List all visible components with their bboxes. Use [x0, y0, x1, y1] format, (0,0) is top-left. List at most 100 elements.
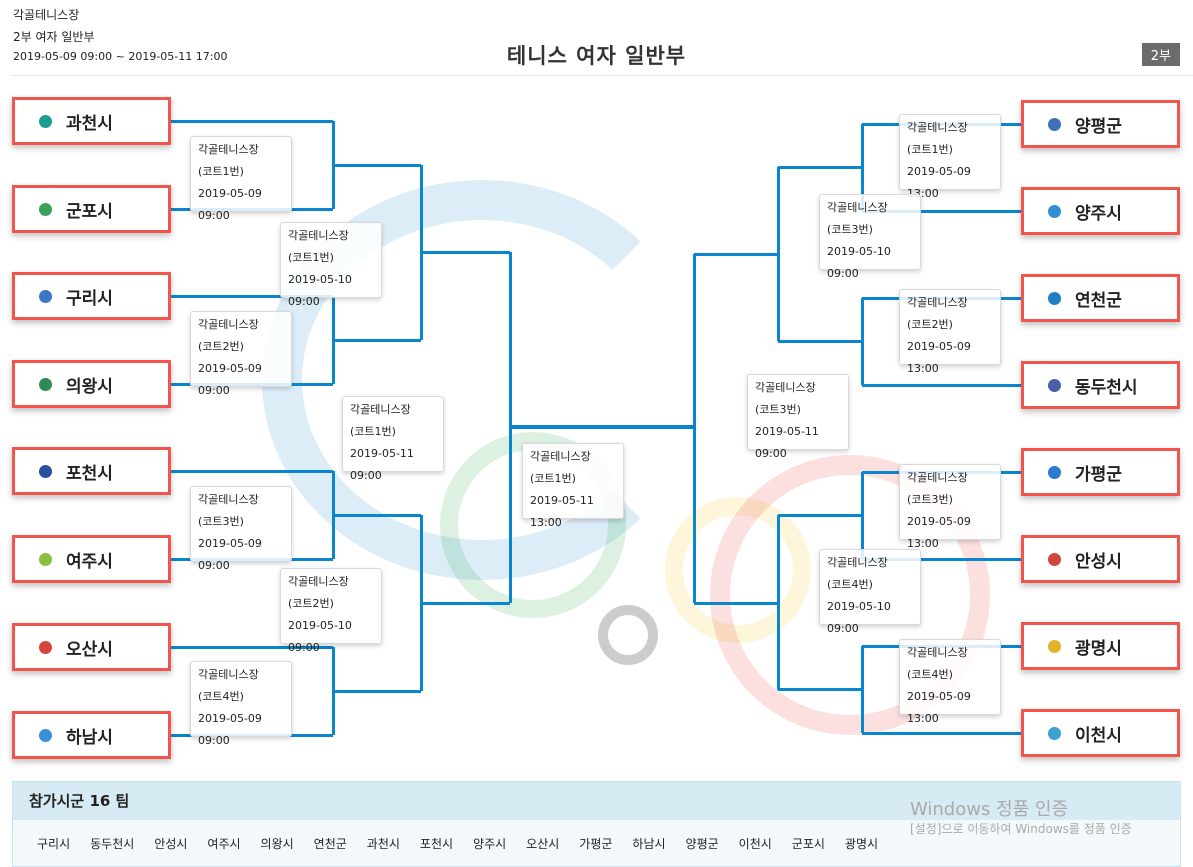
match-time: 2019-05-09 09:00: [198, 362, 262, 397]
match-court: (코트1번): [350, 425, 396, 438]
match-court: (코트4번): [907, 668, 953, 681]
match-card[interactable]: 각골테니스장 (코트4번) 2019-05-09 13:00: [899, 639, 1001, 725]
uiwang-logo-icon: [28, 375, 62, 393]
team-box-left[interactable]: 포천시: [12, 447, 171, 495]
match-time: 2019-05-11 13:00: [530, 494, 594, 529]
division-badge: 2부: [1141, 43, 1180, 66]
team-box-right[interactable]: 동두천시: [1021, 361, 1180, 409]
bracket-line: [862, 209, 1021, 213]
match-venue: 각골테니스장: [198, 668, 259, 681]
bracket-line: [171, 469, 333, 473]
match-card[interactable]: 각골테니스장 (코트3번) 2019-05-09 09:00: [190, 486, 292, 572]
match-venue: 각골테니스장: [907, 121, 968, 134]
hanam-logo-icon: [28, 726, 62, 744]
bracket-line: [171, 294, 333, 298]
participant-item: 광명시: [844, 836, 879, 851]
bracket-line: [171, 119, 333, 123]
participants-unit: 팀: [115, 792, 130, 810]
osan-logo-icon: [28, 638, 62, 656]
gunpo-logo-icon: [28, 200, 62, 218]
team-name: 포천시: [66, 463, 113, 484]
match-court: (코트3번): [827, 223, 873, 236]
participant-item: 동두천시: [90, 836, 135, 851]
team-name: 광명시: [1075, 638, 1122, 659]
yangpyeong-logo-icon: [1037, 115, 1071, 133]
participant-item: 하남시: [632, 836, 666, 851]
match-time: 2019-05-11 09:00: [350, 447, 414, 482]
gapyeong-logo-icon: [1037, 463, 1071, 481]
gwacheon-logo-icon: [28, 112, 62, 130]
team-name: 여주시: [66, 551, 113, 572]
participant-item: 이천시: [738, 836, 772, 851]
match-time: 2019-05-10 09:00: [827, 245, 891, 280]
match-card[interactable]: 각골테니스장 (코트1번) 2019-05-09 13:00: [899, 114, 1001, 200]
team-box-left[interactable]: 여주시: [12, 535, 171, 583]
match-card[interactable]: 각골테니스장 (코트1번) 2019-05-10 09:00: [280, 222, 382, 308]
match-time: 2019-05-10 09:00: [288, 619, 352, 654]
participant-item: 포천시: [419, 836, 454, 851]
match-venue: 각골테니스장: [907, 471, 968, 484]
team-box-left[interactable]: 의왕시: [12, 360, 171, 408]
match-card[interactable]: 각골테니스장 (코트2번) 2019-05-09 13:00: [899, 289, 1001, 375]
match-venue: 각골테니스장: [288, 575, 349, 588]
match-court: (코트4번): [198, 690, 244, 703]
guri-logo-icon: [28, 287, 62, 305]
participant-item: 과천시: [366, 836, 400, 851]
bracket-line: [862, 731, 1021, 735]
bracket-line: [776, 167, 780, 341]
team-name: 오산시: [66, 639, 113, 660]
match-card[interactable]: 각골테니스장 (코트4번) 2019-05-10 09:00: [819, 549, 921, 635]
bracket-line: [333, 513, 421, 517]
match-card[interactable]: 각골테니스장 (코트1번) 2019-05-11 09:00: [342, 396, 444, 482]
match-card[interactable]: 각골테니스장 (코트3번) 2019-05-10 09:00: [819, 194, 921, 280]
team-box-right[interactable]: 양평군: [1021, 100, 1180, 148]
bracket-line: [694, 252, 778, 256]
team-box-right[interactable]: 이천시: [1021, 709, 1180, 757]
match-time: 2019-05-09 13:00: [907, 690, 971, 725]
team-name: 동두천시: [1075, 377, 1138, 398]
header-divider: [12, 75, 1193, 76]
match-time: 2019-05-11 09:00: [755, 425, 819, 460]
match-venue: 각골테니스장: [198, 493, 259, 506]
participants-panel: 참가시군 16 팀 구리시 동두천시 안성시 여주시 의왕시 연천군 과천시 포천시 양주시 오산…: [12, 781, 1181, 867]
match-court: (코트1번): [288, 251, 334, 264]
match-court: (코트1번): [907, 143, 953, 156]
team-box-right[interactable]: 양주시: [1021, 187, 1180, 235]
team-name: 하남시: [66, 727, 113, 748]
match-court: (코트2번): [288, 597, 334, 610]
page-title: 테니스 여자 일반부: [506, 44, 687, 68]
bracket-line: [860, 124, 864, 211]
bracket-line: [778, 166, 862, 169]
match-time: 2019-05-09 09:00: [198, 187, 262, 222]
team-box-right[interactable]: 안성시: [1021, 535, 1180, 583]
match-card[interactable]: 각골테니스장 (코트1번) 2019-05-11 13:00: [522, 443, 624, 529]
match-court: (코트3번): [198, 515, 244, 528]
team-box-right[interactable]: 광명시: [1021, 622, 1180, 670]
match-time: 2019-05-09 13:00: [907, 340, 971, 375]
match-card[interactable]: 각골테니스장 (코트2번) 2019-05-09 09:00: [190, 311, 292, 397]
match-card[interactable]: 각골테니스장 (코트4번) 2019-05-09 09:00: [190, 661, 292, 747]
match-card[interactable]: 각골테니스장 (코트3번) 2019-05-11 09:00: [747, 374, 849, 460]
team-name: 구리시: [66, 288, 113, 309]
team-box-left[interactable]: 구리시: [12, 272, 171, 320]
bracket-line: [862, 557, 1021, 561]
match-court: (코트2번): [907, 318, 953, 331]
bracket-line: [776, 515, 780, 690]
match-card[interactable]: 각골테니스장 (코트1번) 2019-05-09 09:00: [190, 136, 292, 222]
team-name: 군포시: [66, 201, 113, 222]
team-name: 과천시: [66, 113, 113, 134]
team-box-left[interactable]: 군포시: [12, 185, 171, 233]
bracket-line: [860, 472, 864, 559]
team-name: 의왕시: [66, 376, 113, 397]
match-time: 2019-05-09 09:00: [198, 537, 262, 572]
team-box-right[interactable]: 가평군: [1021, 448, 1180, 496]
match-time: 2019-05-09 13:00: [907, 515, 971, 550]
match-card[interactable]: 각골테니스장 (코트2번) 2019-05-10 09:00: [280, 568, 382, 654]
team-box-left[interactable]: 과천시: [12, 97, 171, 145]
bracket-line: [694, 601, 778, 605]
match-card[interactable]: 각골테니스장 (코트3번) 2019-05-09 13:00: [899, 464, 1001, 550]
team-box-right[interactable]: 연천군: [1021, 274, 1180, 322]
team-name: 양평군: [1075, 116, 1122, 137]
team-box-left[interactable]: 하남시: [12, 711, 171, 759]
team-box-left[interactable]: 오산시: [12, 623, 171, 671]
